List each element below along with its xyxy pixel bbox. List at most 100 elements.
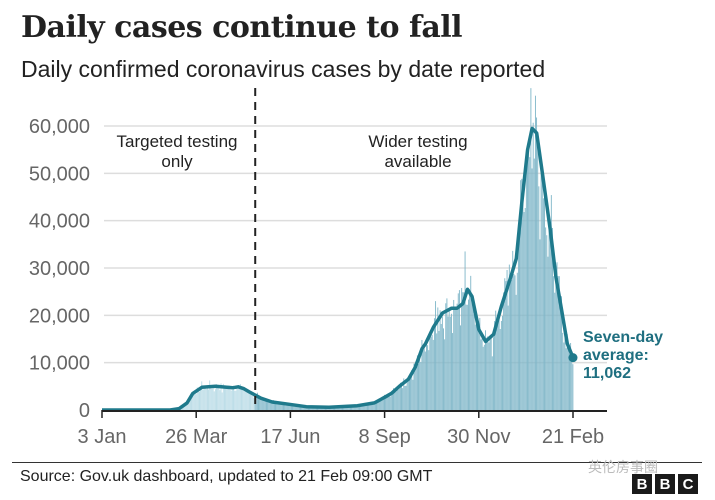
daily-case-bar <box>563 342 565 410</box>
daily-case-bar <box>494 321 496 410</box>
daily-case-bar <box>339 407 341 410</box>
daily-case-bar <box>386 396 388 410</box>
daily-case-bar <box>512 250 514 410</box>
daily-case-bar <box>298 406 300 410</box>
daily-case-bar <box>548 226 550 410</box>
daily-case-bar <box>368 402 370 410</box>
daily-case-bar <box>444 339 446 410</box>
y-tick-label: 30,000 <box>29 258 90 280</box>
x-tick-label: 3 Jan <box>78 426 127 448</box>
daily-case-bar <box>465 304 467 410</box>
daily-case-bar <box>460 325 461 410</box>
daily-case-bar <box>268 401 270 410</box>
annotation-seven-day: Seven-day <box>583 329 663 346</box>
daily-case-bar <box>203 387 205 410</box>
daily-case-bar <box>531 168 533 410</box>
daily-case-bar <box>370 402 372 410</box>
daily-case-bar <box>267 401 269 410</box>
chart-title: Daily cases continue to fall <box>21 10 463 45</box>
daily-case-bar <box>473 313 475 410</box>
daily-case-bar <box>393 388 395 410</box>
daily-case-bar <box>553 276 555 410</box>
daily-case-bar <box>226 386 228 410</box>
annotation-value: 11,062 <box>583 365 631 382</box>
daily-case-bar <box>454 308 456 410</box>
daily-case-bar <box>349 406 351 410</box>
daily-case-bar <box>385 396 387 410</box>
daily-case-bar <box>399 382 401 410</box>
daily-case-bar <box>371 403 373 410</box>
daily-case-bar <box>541 176 543 410</box>
daily-case-bar <box>359 405 360 410</box>
daily-case-bar <box>431 334 433 410</box>
daily-case-bar <box>277 403 279 410</box>
daily-case-bar <box>281 402 283 410</box>
daily-case-bar <box>438 330 440 410</box>
daily-case-bar <box>424 351 426 410</box>
daily-case-bar <box>306 407 308 410</box>
x-tick-label: 30 Nov <box>447 426 510 448</box>
y-tick-label: 20,000 <box>29 305 90 327</box>
targeted-testing-label: Targeted testing <box>117 132 238 151</box>
daily-case-bar <box>570 342 572 410</box>
daily-case-bar <box>263 401 265 410</box>
daily-case-bar <box>449 316 451 410</box>
daily-case-bar <box>303 406 305 410</box>
daily-case-bar <box>411 370 413 410</box>
daily-case-bar <box>436 333 438 410</box>
daily-case-bar <box>557 276 559 410</box>
daily-case-bar <box>538 186 540 410</box>
daily-case-bar <box>521 178 523 410</box>
daily-case-bar <box>337 406 339 410</box>
daily-case-bar <box>286 403 288 410</box>
daily-case-bar <box>491 356 493 410</box>
daily-case-bar <box>217 385 219 410</box>
daily-case-bar <box>301 407 303 410</box>
daily-case-bar <box>210 387 212 410</box>
y-tick-label: 40,000 <box>29 211 90 233</box>
cases-chart: 0 10,000 20,000 30,000 40,000 50,000 60,000 3 … <box>29 88 663 448</box>
daily-case-bar <box>514 275 516 410</box>
daily-case-bar <box>569 353 570 410</box>
daily-case-bar <box>525 163 527 410</box>
daily-case-bar <box>455 307 457 410</box>
daily-case-bar <box>524 207 526 410</box>
daily-case-bar <box>499 328 501 410</box>
daily-case-bar <box>544 180 545 410</box>
daily-case-bar <box>218 387 220 410</box>
daily-case-bar <box>241 387 242 410</box>
daily-case-bar <box>441 316 443 410</box>
daily-case-bar <box>290 405 292 410</box>
daily-case-bar <box>500 320 502 410</box>
daily-case-bar <box>572 364 574 410</box>
daily-case-bar <box>224 387 225 410</box>
daily-case-bar <box>390 394 392 410</box>
daily-case-bar <box>479 317 481 410</box>
daily-case-bar <box>192 393 194 410</box>
daily-case-bar <box>351 405 353 410</box>
daily-case-bar <box>367 404 368 410</box>
daily-case-bar <box>554 292 556 410</box>
daily-case-bar <box>256 392 258 410</box>
daily-case-bar <box>456 303 458 410</box>
daily-case-bar <box>539 239 541 410</box>
footer-divider <box>12 462 702 463</box>
bbc-logo-letter: B <box>655 474 675 494</box>
daily-case-bar <box>533 158 535 410</box>
daily-case-bar <box>486 337 488 410</box>
y-tick-label: 10,000 <box>29 353 90 375</box>
daily-case-bar <box>540 166 542 410</box>
daily-case-bar <box>238 386 240 410</box>
daily-case-bar <box>464 251 466 410</box>
daily-bars <box>171 88 574 411</box>
daily-case-bar <box>378 398 380 410</box>
daily-case-bar <box>504 278 506 410</box>
daily-case-bar <box>567 349 569 410</box>
daily-case-bar <box>284 403 286 410</box>
daily-case-bar <box>412 379 414 410</box>
daily-case-bar <box>527 154 528 410</box>
daily-case-bar <box>561 296 562 410</box>
seven-day-average-line <box>102 126 575 412</box>
daily-case-bar <box>517 244 519 410</box>
daily-case-bar <box>195 394 197 410</box>
